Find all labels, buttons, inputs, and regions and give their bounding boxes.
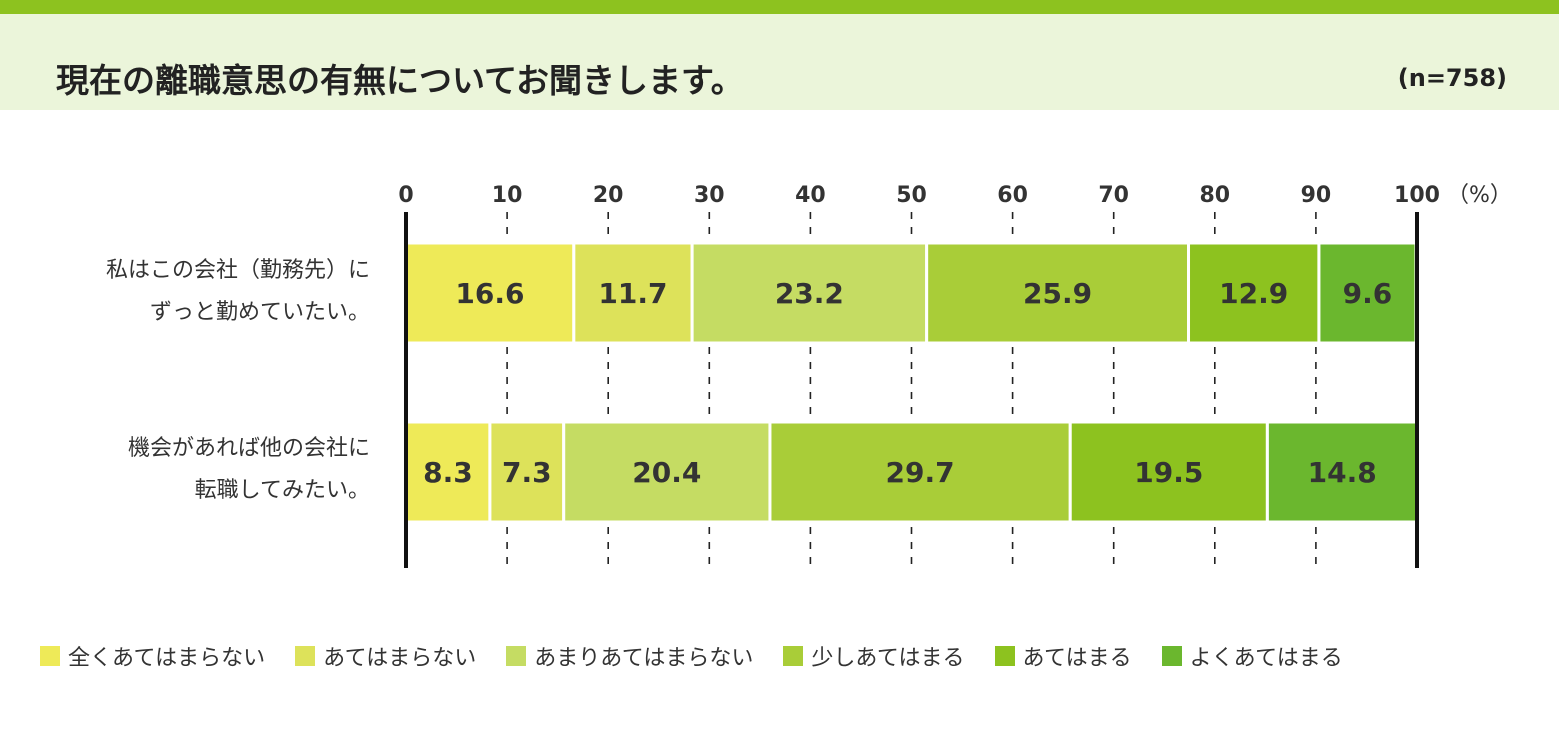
- data-label-r1-s1: 16.6: [455, 277, 524, 310]
- data-label-r1-s6: 9.6: [1343, 277, 1393, 310]
- data-label-r1-s4: 25.9: [1023, 277, 1092, 310]
- legend-item-3: あまりあてはまらない: [506, 640, 753, 672]
- legend-swatch-5: [994, 646, 1015, 666]
- bar-segment-r2-s6: [1265, 420, 1419, 524]
- legend: 全くあてはまらない あてはまらない あまりあてはまらない 少しあてはまる あてはまる よく…: [40, 638, 1343, 674]
- data-label-r2-s4: 29.7: [886, 456, 955, 489]
- legend-swatch-6: [1161, 646, 1182, 666]
- legend-item-1: 全くあてはまらない: [40, 640, 265, 672]
- data-label-r2-s6: 14.8: [1308, 456, 1377, 489]
- chart-header: 現在の離職意思の有無についてお聞きします。 (n=758): [0, 14, 1559, 110]
- x-tick-label-60: 60: [997, 183, 1028, 208]
- x-tick-label-10: 10: [492, 183, 523, 208]
- data-label-r2-s1: 8.3: [423, 456, 473, 489]
- x-tick-label-80: 80: [1199, 183, 1230, 208]
- category-label-2-line-1: 機会があれば他の会社に: [127, 436, 370, 461]
- x-tick-label-0: 0: [398, 183, 413, 208]
- bar-segment-r2-s3: [562, 420, 772, 524]
- bar-segment-r1-s4: [925, 241, 1191, 345]
- legend-label-4: 少しあてはまる: [811, 646, 965, 671]
- legend-swatch-4: [783, 646, 804, 666]
- category-label-1: 私はこの会社（勤務先）に ずっと勤めていたい。: [10, 250, 370, 334]
- legend-label-2: あてはまらない: [323, 646, 477, 671]
- legend-label-3: あまりあてはまらない: [534, 646, 754, 671]
- bar-segment-r2-s4: [768, 420, 1072, 524]
- legend-item-4: 少しあてはまる: [783, 640, 965, 672]
- x-tick-label-70: 70: [1098, 183, 1129, 208]
- bar-segment-r1-s5: [1187, 241, 1321, 345]
- x-tick-label-30: 30: [694, 183, 725, 208]
- bar-segment-r1-s6: [1317, 241, 1418, 345]
- legend-swatch-3: [506, 646, 527, 666]
- legend-swatch-1: [40, 646, 60, 666]
- bar-segment-r2-s2: [488, 420, 566, 524]
- legend-label-6: よくあてはまる: [1189, 646, 1343, 671]
- x-tick-label-40: 40: [795, 183, 826, 208]
- sample-size: (n=758): [1397, 64, 1507, 92]
- category-label-2-line-2: 転職してみたい。: [194, 478, 370, 503]
- legend-item-2: あてはまらない: [295, 640, 476, 672]
- chart-title: 現在の離職意思の有無についてお聞きします。: [56, 61, 744, 100]
- legend-label-1: 全くあてはまらない: [68, 646, 266, 671]
- category-label-1-line-2: ずっと勤めていたい。: [149, 300, 370, 325]
- legend-label-5: あてはまる: [1022, 646, 1132, 671]
- legend-swatch-2: [295, 646, 316, 666]
- legend-item-5: あてはまる: [994, 640, 1132, 672]
- bar-segment-r1-s2: [572, 241, 694, 345]
- data-label-r1-s2: 11.7: [598, 277, 667, 310]
- x-tick-label-90: 90: [1301, 183, 1332, 208]
- category-label-2: 機会があれば他の会社に 転職してみたい。: [10, 428, 370, 512]
- x-tick-label-20: 20: [593, 183, 624, 208]
- data-label-r1-s5: 12.9: [1219, 277, 1288, 310]
- category-label-1-line-1: 私はこの会社（勤務先）に: [105, 258, 370, 283]
- x-unit-label: （%）: [1447, 183, 1512, 208]
- data-label-r2-s5: 19.5: [1134, 456, 1203, 489]
- top-accent-bar: [0, 0, 1559, 14]
- data-label-r2-s3: 20.4: [632, 456, 701, 489]
- x-tick-label-100: 100: [1394, 183, 1440, 208]
- bar-segment-r2-s1: [404, 420, 492, 524]
- legend-item-6: よくあてはまる: [1161, 640, 1343, 672]
- data-label-r1-s3: 23.2: [775, 277, 844, 310]
- x-tick-label-50: 50: [896, 183, 927, 208]
- data-label-r2-s2: 7.3: [502, 456, 552, 489]
